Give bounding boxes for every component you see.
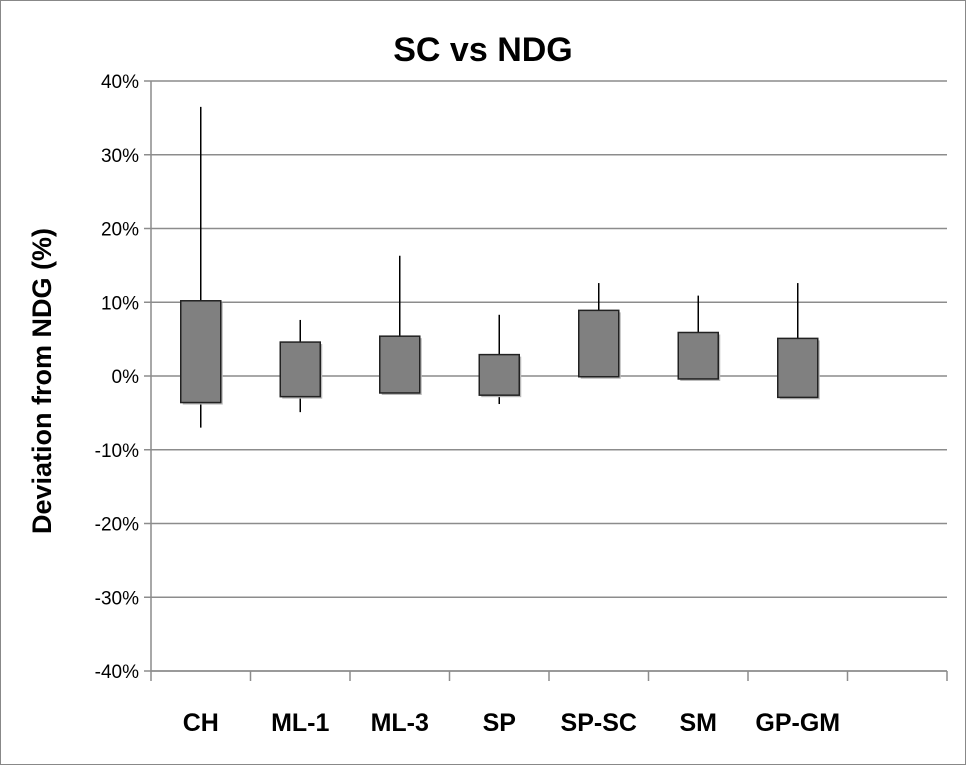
category-labels: CH ML-1 ML-3 SP SP-SC SM GP-GM — [183, 709, 840, 737]
box — [578, 309, 620, 378]
category-label: SM — [680, 709, 718, 737]
category-label: ML-1 — [271, 709, 329, 737]
y-tick-labels: 40% 30% 20% 10% 0% -10% -20% -30% -40% — [95, 72, 139, 683]
y-tick-label: -10% — [95, 441, 139, 462]
y-tick-label: 40% — [101, 72, 139, 93]
axes — [150, 81, 948, 681]
y-tick-label: -30% — [95, 588, 139, 609]
category-label: GP-GM — [755, 709, 840, 737]
y-tick-label: 10% — [101, 293, 139, 314]
y-tick-label: -40% — [95, 662, 139, 683]
category-label: CH — [183, 709, 219, 737]
y-tick-label: -20% — [95, 515, 139, 536]
category-label: SP-SC — [561, 709, 637, 737]
category-label: SP — [483, 709, 516, 737]
box — [777, 337, 819, 399]
gridlines — [144, 80, 947, 672]
y-tick-label: 30% — [101, 146, 139, 167]
box — [180, 300, 222, 404]
category-label: ML-3 — [371, 709, 429, 737]
box — [478, 353, 520, 396]
box — [379, 335, 421, 394]
box — [279, 341, 321, 398]
chart-title: SC vs NDG — [393, 31, 573, 69]
boxes — [180, 106, 820, 428]
y-axis-label: Deviation from NDG (%) — [27, 228, 57, 534]
box — [677, 331, 719, 380]
y-tick-label: 0% — [112, 367, 140, 388]
y-tick-label: 20% — [101, 220, 139, 241]
